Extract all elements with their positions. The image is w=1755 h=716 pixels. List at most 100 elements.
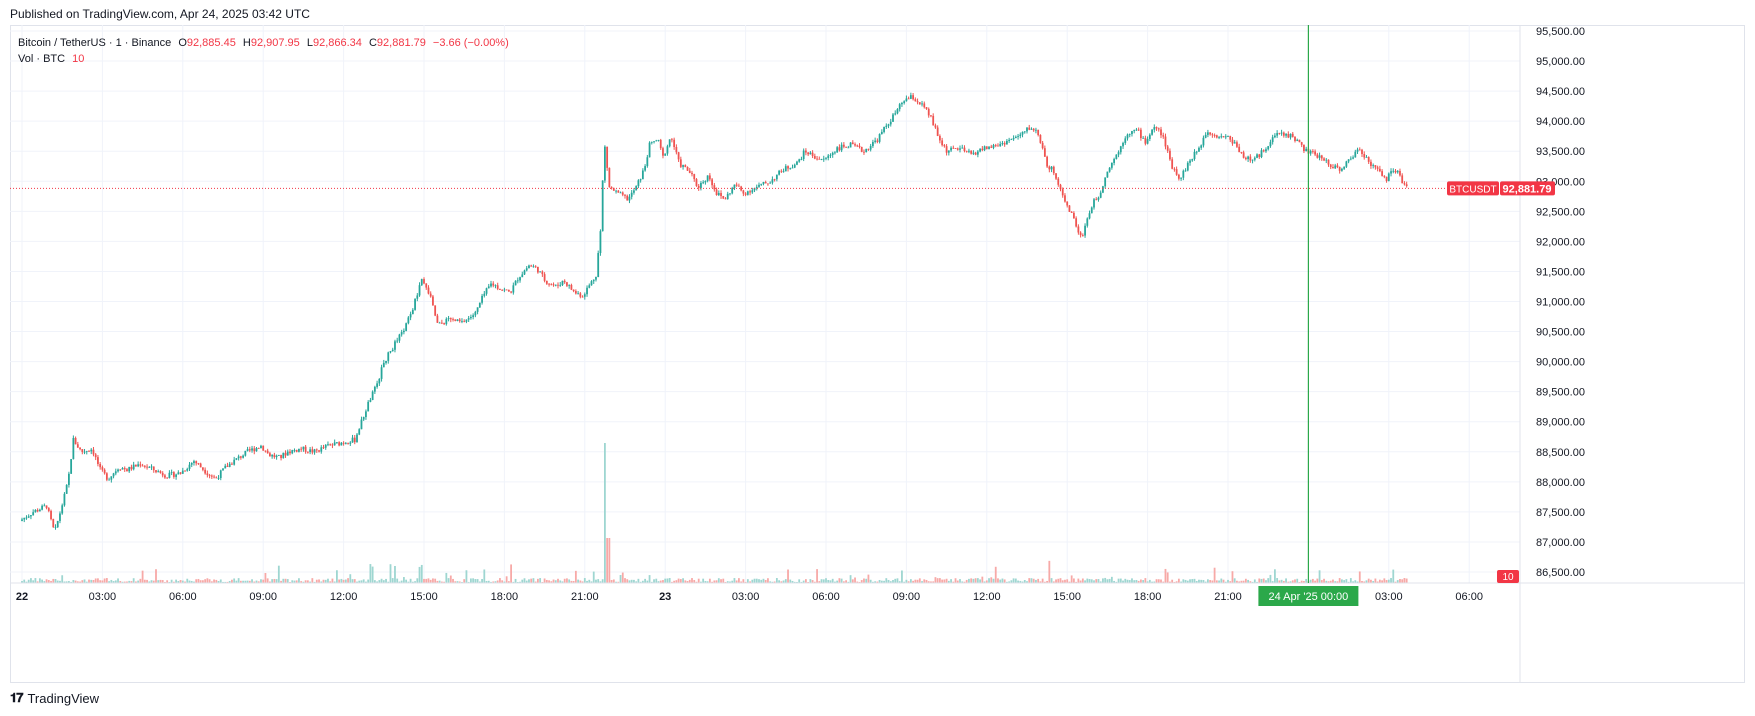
last-price-tag-bg: [1500, 181, 1555, 196]
volume-bar: [921, 581, 923, 583]
volume-bar: [253, 581, 256, 583]
candle-body: [744, 193, 747, 195]
volume-bar: [999, 579, 1002, 583]
candle-body: [30, 515, 32, 517]
candle-body: [528, 265, 530, 269]
candle-body: [1218, 137, 1220, 138]
volume-bar: [1032, 578, 1035, 583]
volume-bar: [264, 572, 267, 583]
candle-body: [889, 121, 892, 125]
volume-bar: [1110, 576, 1113, 583]
volume-bar: [595, 579, 597, 583]
volume-bar: [503, 581, 506, 583]
volume-bar: [901, 570, 903, 583]
volume-bar: [880, 580, 883, 583]
volume-bar: [1102, 578, 1104, 583]
volume-bar: [1224, 581, 1227, 583]
candle-body: [738, 185, 740, 187]
candle-body: [1240, 152, 1243, 153]
volume-bar: [1144, 578, 1147, 583]
volume-bar: [347, 578, 349, 583]
candle-body: [912, 95, 914, 100]
candle-body: [61, 505, 64, 514]
time-tick-label: 12:00: [973, 591, 1001, 603]
candle-body: [800, 159, 803, 160]
candle-body: [854, 144, 856, 146]
volume-bar: [1064, 579, 1066, 583]
volume-bar: [796, 581, 798, 583]
volume-bar: [612, 579, 615, 583]
candle-body: [242, 455, 244, 458]
volume-bar: [1249, 581, 1252, 583]
volume-bar: [394, 565, 396, 583]
volume-bar: [1401, 579, 1404, 583]
candle-body: [992, 145, 995, 148]
candle-body: [1405, 184, 1408, 187]
volume-bar: [231, 579, 233, 583]
candle-body: [233, 459, 236, 465]
candle-body: [65, 484, 68, 494]
candle-body: [715, 189, 718, 195]
volume-bar: [280, 580, 282, 583]
candle-body: [215, 477, 218, 479]
candle-body: [704, 180, 707, 183]
candle-body: [1383, 175, 1386, 177]
tradingview-logo[interactable]: 𝟏𝟕 TradingView: [10, 690, 99, 706]
candle-body: [327, 444, 329, 446]
volume-bar: [858, 581, 861, 583]
candle-body: [1131, 131, 1133, 135]
price-tick-label: 95,500.00: [1536, 26, 1585, 38]
volume-bar: [918, 578, 921, 583]
volume-bar: [854, 577, 856, 583]
candle-body: [114, 471, 117, 474]
candle-body: [342, 442, 345, 444]
volume-bar: [472, 578, 475, 583]
candle-body: [791, 167, 794, 169]
candle-body: [282, 452, 285, 459]
candle-body: [753, 188, 756, 191]
candle-body: [34, 509, 37, 513]
candle-body: [512, 285, 515, 293]
volume-bar: [318, 579, 320, 583]
volume-bar: [885, 578, 888, 583]
candle-body: [717, 193, 720, 195]
candle-body: [470, 317, 472, 319]
volume-bar: [320, 581, 323, 583]
candle-body: [427, 287, 430, 294]
candle-body: [262, 445, 265, 451]
candle-body: [150, 466, 153, 468]
volume-bar: [849, 575, 852, 583]
candle-body: [360, 419, 363, 430]
candle-body: [1320, 155, 1323, 159]
price-tick-label: 93,500.00: [1536, 146, 1585, 158]
volume-bar: [1325, 580, 1328, 583]
volume-bar: [1131, 578, 1133, 583]
volume-bar: [79, 581, 81, 583]
candle-body: [1151, 129, 1153, 135]
volume-bar: [123, 581, 126, 583]
candle-body: [939, 135, 941, 141]
volume-bar: [568, 579, 571, 583]
volume-bar: [1399, 579, 1401, 583]
candle-body: [1296, 139, 1299, 142]
volume-bar: [501, 580, 504, 583]
volume-bar: [912, 580, 914, 583]
candle-body: [952, 147, 955, 149]
volume-bar: [1164, 568, 1167, 583]
volume-bar: [1175, 581, 1178, 583]
time-tick-label: 12:00: [330, 591, 358, 603]
volume-bar: [572, 580, 575, 583]
candle-body: [239, 456, 242, 458]
candle-body: [219, 470, 222, 479]
volume-bar: [1026, 581, 1028, 583]
candle-body: [409, 314, 412, 318]
price-tick-label: 88,500.00: [1536, 447, 1585, 459]
volume-bar: [867, 574, 870, 583]
volume-bar: [914, 579, 917, 583]
candle-body: [188, 464, 191, 469]
volume-bar: [1305, 578, 1308, 583]
volume-bar: [478, 581, 481, 583]
time-tick-label: 22: [16, 591, 28, 603]
candle-body: [784, 166, 787, 172]
